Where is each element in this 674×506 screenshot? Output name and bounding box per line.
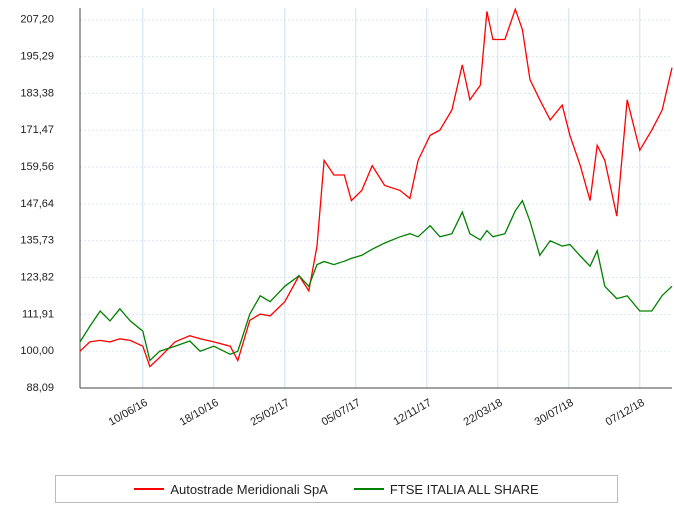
legend-item: FTSE ITALIA ALL SHARE [353, 481, 539, 497]
series-line [79, 7, 673, 368]
series-line [79, 199, 673, 362]
y-tick-label: 123,82 [20, 271, 54, 283]
y-tick-label: 159,56 [20, 161, 54, 173]
x-tick-label: 05/07/17 [320, 397, 363, 429]
y-tick-label: 183,38 [20, 87, 54, 99]
legend-item: Autostrade Meridionali SpA [134, 482, 328, 497]
y-tick-label: 88,09 [26, 382, 54, 394]
y-tick-label: 135,73 [20, 235, 54, 247]
x-tick-label: 18/10/16 [178, 397, 221, 429]
y-tick-label: 100,00 [20, 345, 54, 357]
chart: 88,09 100,00 111,91 123,82 135,73 147,64 159,5… [20, 7, 673, 429]
legend-label: FTSE ITALIA ALL SHARE [389, 481, 539, 497]
legend: Autostrade Meridionali SpA FTSE ITALIA AL… [55, 475, 618, 503]
y-tick-label: 171,47 [20, 124, 54, 136]
x-tick-label: 07/12/18 [604, 397, 647, 429]
x-tick-label: 22/03/18 [462, 397, 505, 429]
x-tick-label: 30/07/18 [533, 397, 576, 429]
x-tick-label: 10/06/16 [107, 397, 150, 429]
y-tick-label: 147,64 [20, 198, 54, 210]
legend-swatch [134, 488, 165, 490]
x-tick-label: 25/02/17 [249, 397, 292, 429]
y-tick-label: 195,29 [20, 50, 54, 62]
y-tick-label: 207,20 [20, 14, 54, 26]
x-tick-label: 12/11/17 [391, 397, 433, 428]
y-tick-label: 111,91 [22, 308, 54, 320]
legend-swatch [353, 488, 384, 490]
legend-label: Autostrade Meridionali SpA [170, 481, 328, 497]
